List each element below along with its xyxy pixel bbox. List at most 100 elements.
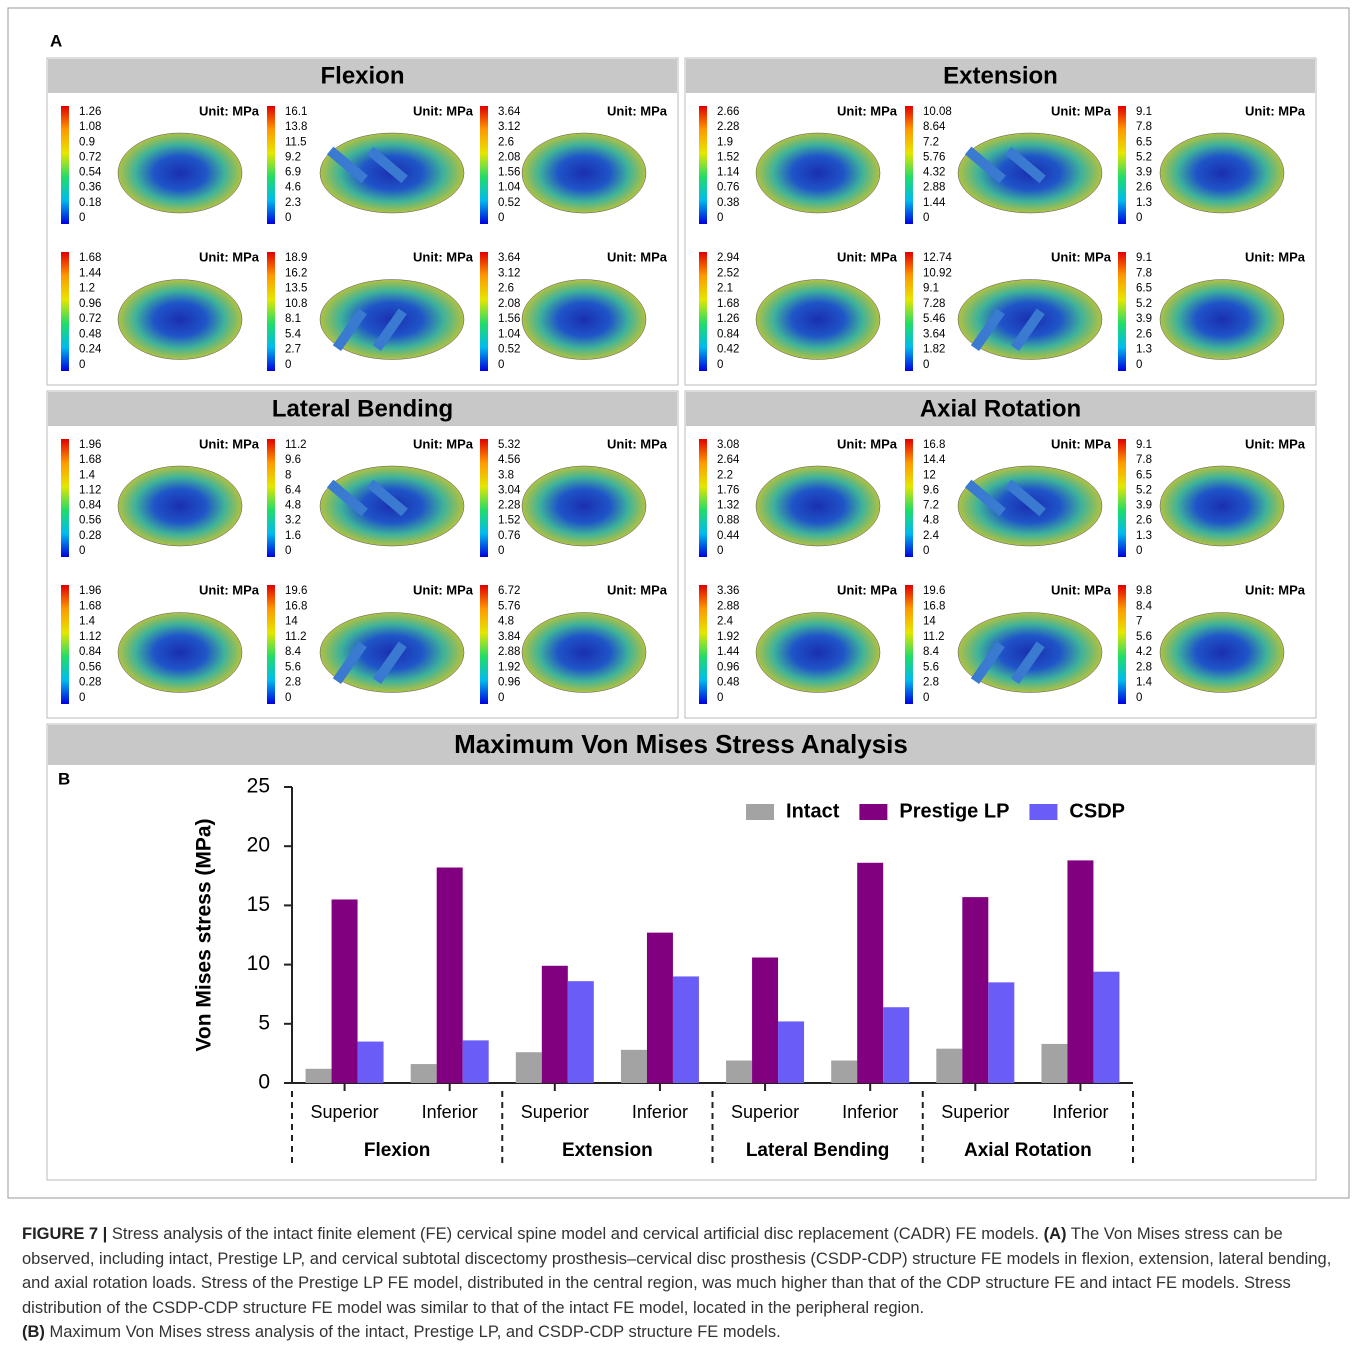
fe-model	[755, 132, 881, 214]
colorbar-tick-label: 11.5	[285, 136, 307, 148]
figure: A Maximum Von Mises Stress Analysis B Vo…	[7, 7, 1350, 1199]
colorbar-tick-label: 0.48	[79, 328, 101, 340]
fe-keel	[970, 308, 1005, 352]
colorbar-tick-label: 0	[285, 212, 291, 224]
colorbar-tick-label: 8.4	[285, 646, 302, 658]
unit-label: Unit: MPa	[837, 582, 898, 597]
colorbar-tick-label: 5.6	[1136, 631, 1152, 643]
bar	[462, 1040, 489, 1083]
colorbar-tick-label: 1.56	[498, 167, 520, 179]
panel-b-header	[48, 725, 1315, 765]
colorbar-tick-label: 5.32	[498, 439, 520, 451]
colorbar-tick-label: 9.8	[1136, 585, 1152, 597]
colorbar-tick-label: 9.6	[285, 454, 301, 466]
y-tick-label: 20	[247, 834, 270, 857]
colorbar-tick-label: 19.6	[285, 585, 307, 597]
fe-model	[117, 279, 243, 360]
x-tick-label: Superior	[311, 1102, 379, 1122]
colorbar-tick-label: 2.6	[1136, 515, 1152, 527]
panel-title: Lateral Bending	[272, 395, 453, 422]
unit-label: Unit: MPa	[1245, 436, 1306, 451]
fe-keel	[366, 146, 408, 184]
colorbar-tick-label: 0	[79, 359, 85, 371]
colorbar-tick-label: 0.56	[79, 515, 101, 527]
colorbar	[480, 585, 488, 704]
colorbar-tick-label: 1.44	[79, 267, 102, 279]
panel-header	[48, 59, 677, 93]
colorbar-tick-label: 3.08	[717, 439, 739, 451]
colorbar-tick-label: 0	[1136, 692, 1142, 704]
legend-swatch	[1029, 804, 1058, 820]
colorbar	[905, 439, 913, 557]
colorbar-tick-label: 3.9	[1136, 500, 1152, 512]
colorbar-tick-label: 0.52	[498, 344, 520, 356]
colorbar-tick-label: 3.64	[498, 252, 521, 264]
x-tick-label: Inferior	[1052, 1102, 1108, 1122]
colorbar-tick-label: 1.4	[79, 616, 96, 628]
colorbar	[1118, 439, 1126, 557]
colorbar-tick-label: 1.68	[717, 298, 739, 310]
unit-label: Unit: MPa	[199, 436, 260, 451]
fe-model	[117, 465, 243, 547]
colorbar-tick-label: 0.54	[79, 167, 102, 179]
colorbar-tick-label: 0.38	[717, 197, 739, 209]
fe-model	[755, 465, 881, 547]
x-tick-label: Inferior	[842, 1102, 898, 1122]
colorbar	[699, 252, 707, 371]
colorbar-tick-label: 5.46	[923, 313, 945, 325]
colorbar	[699, 106, 707, 224]
colorbar-tick-label: 2.1	[717, 283, 733, 295]
colorbar-tick-label: 0.84	[717, 328, 740, 340]
colorbar-tick-label: 3.36	[717, 585, 739, 597]
unit-label: Unit: MPa	[1245, 582, 1306, 597]
fe-model	[755, 279, 881, 360]
unit-label: Unit: MPa	[413, 582, 474, 597]
colorbar-tick-label: 11.2	[923, 631, 945, 643]
colorbar-tick-label: 3.9	[1136, 313, 1152, 325]
colorbar	[1118, 252, 1126, 371]
colorbar-tick-label: 3.64	[923, 328, 946, 340]
colorbar-tick-label: 2.6	[498, 136, 514, 148]
colorbar	[61, 106, 69, 224]
legend-label: Intact	[786, 800, 840, 822]
colorbar-tick-label: 3.2	[285, 515, 301, 527]
caption-b-text: Maximum Von Mises stress analysis of the…	[49, 1323, 781, 1341]
colorbar	[480, 106, 488, 224]
colorbar-tick-label: 2.8	[923, 677, 939, 689]
colorbar-tick-label: 1.4	[1136, 677, 1153, 689]
fe-model	[521, 132, 647, 214]
colorbar-tick-label: 4.2	[1136, 646, 1152, 658]
colorbar-tick-label: 1.26	[79, 106, 101, 118]
fe-model	[117, 612, 243, 693]
colorbar-tick-label: 0.96	[498, 677, 520, 689]
bar	[646, 932, 673, 1083]
colorbar-tick-label: 1.2	[79, 283, 95, 295]
colorbar-tick-label: 0.48	[717, 677, 739, 689]
colorbar-tick-label: 0	[285, 359, 291, 371]
colorbar-tick-label: 7.8	[1136, 267, 1152, 279]
colorbar-tick-label: 1.92	[498, 661, 520, 673]
bar	[936, 1048, 963, 1083]
x-tick-label: Inferior	[422, 1102, 478, 1122]
x-tick-label: Superior	[941, 1102, 1009, 1122]
colorbar-tick-label: 1.68	[79, 252, 101, 264]
colorbar-tick-label: 0	[717, 359, 723, 371]
x-tick-label: Superior	[731, 1102, 799, 1122]
colorbar-tick-label: 13.8	[285, 121, 307, 133]
fe-model	[1159, 279, 1285, 360]
colorbar-tick-label: 7.8	[1136, 121, 1152, 133]
colorbar-tick-label: 2.3	[285, 197, 301, 209]
colorbar	[267, 106, 275, 224]
caption-text: Stress analysis of the intact finite ele…	[111, 1225, 1039, 1243]
colorbar-tick-label: 2.6	[1136, 182, 1152, 194]
caption-a-text: The Von Mises stress can be observed, in…	[22, 1225, 1332, 1317]
colorbar-tick-label: 2.28	[717, 121, 739, 133]
fe-keel	[1004, 146, 1046, 184]
colorbar-tick-label: 0.9	[79, 136, 95, 148]
colorbar	[61, 585, 69, 704]
colorbar-tick-label: 0.44	[717, 530, 740, 542]
colorbar-tick-label: 0.28	[79, 677, 101, 689]
colorbar-tick-label: 1.32	[717, 500, 739, 512]
colorbar-tick-label: 2.4	[923, 530, 940, 542]
colorbar-tick-label: 0.52	[498, 197, 520, 209]
